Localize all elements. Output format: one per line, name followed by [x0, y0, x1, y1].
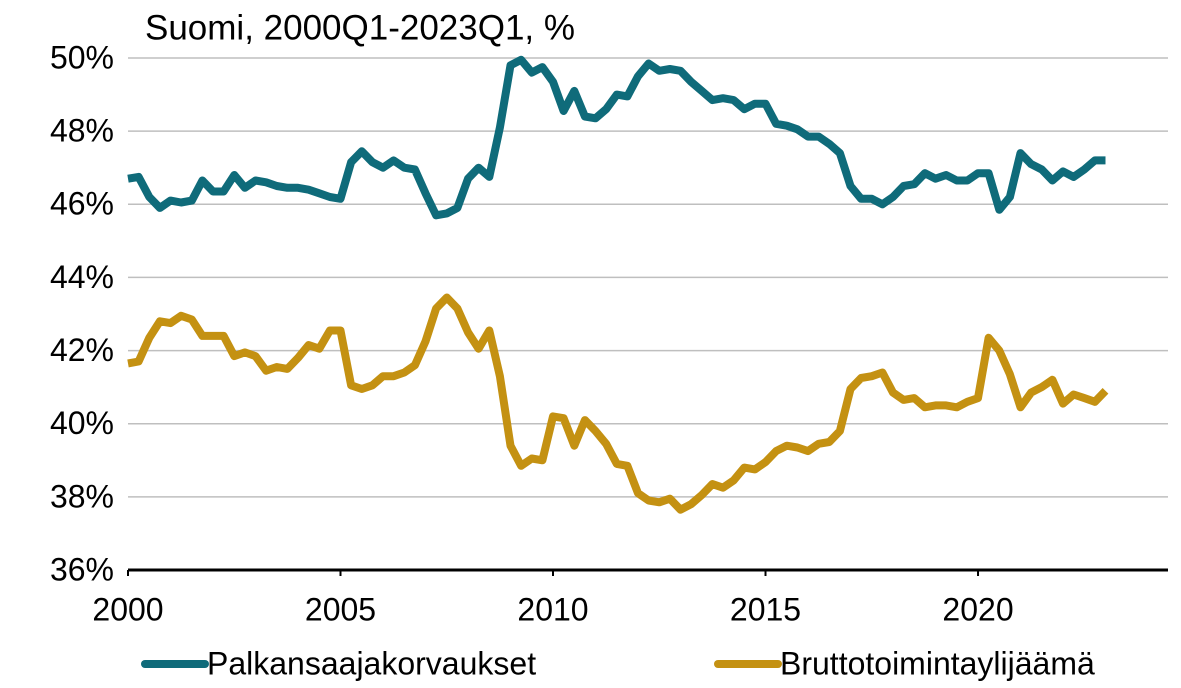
series-line — [127, 55, 1106, 220]
legend-label: Palkansaajakorvaukset — [207, 645, 536, 681]
x-tick-label: 2015 — [730, 591, 801, 627]
x-tick-label: 2005 — [305, 591, 376, 627]
y-tick-label: 38% — [50, 478, 114, 514]
series-line — [127, 293, 1109, 514]
y-tick-label: 50% — [50, 39, 114, 75]
y-tick-label: 48% — [50, 113, 114, 149]
y-tick-label: 46% — [50, 186, 114, 222]
x-tick-label: 2010 — [517, 591, 588, 627]
y-tick-label: 44% — [50, 259, 114, 295]
y-tick-label: 36% — [50, 551, 114, 587]
x-tick-label: 2000 — [92, 591, 163, 627]
chart-title: Suomi, 2000Q1-2023Q1, % — [145, 8, 575, 47]
y-tick-label: 42% — [50, 332, 114, 368]
x-tick-label: 2020 — [942, 591, 1013, 627]
y-tick-label: 40% — [50, 405, 114, 441]
legend-label: Bruttotoimintaylijäämä — [780, 645, 1095, 681]
